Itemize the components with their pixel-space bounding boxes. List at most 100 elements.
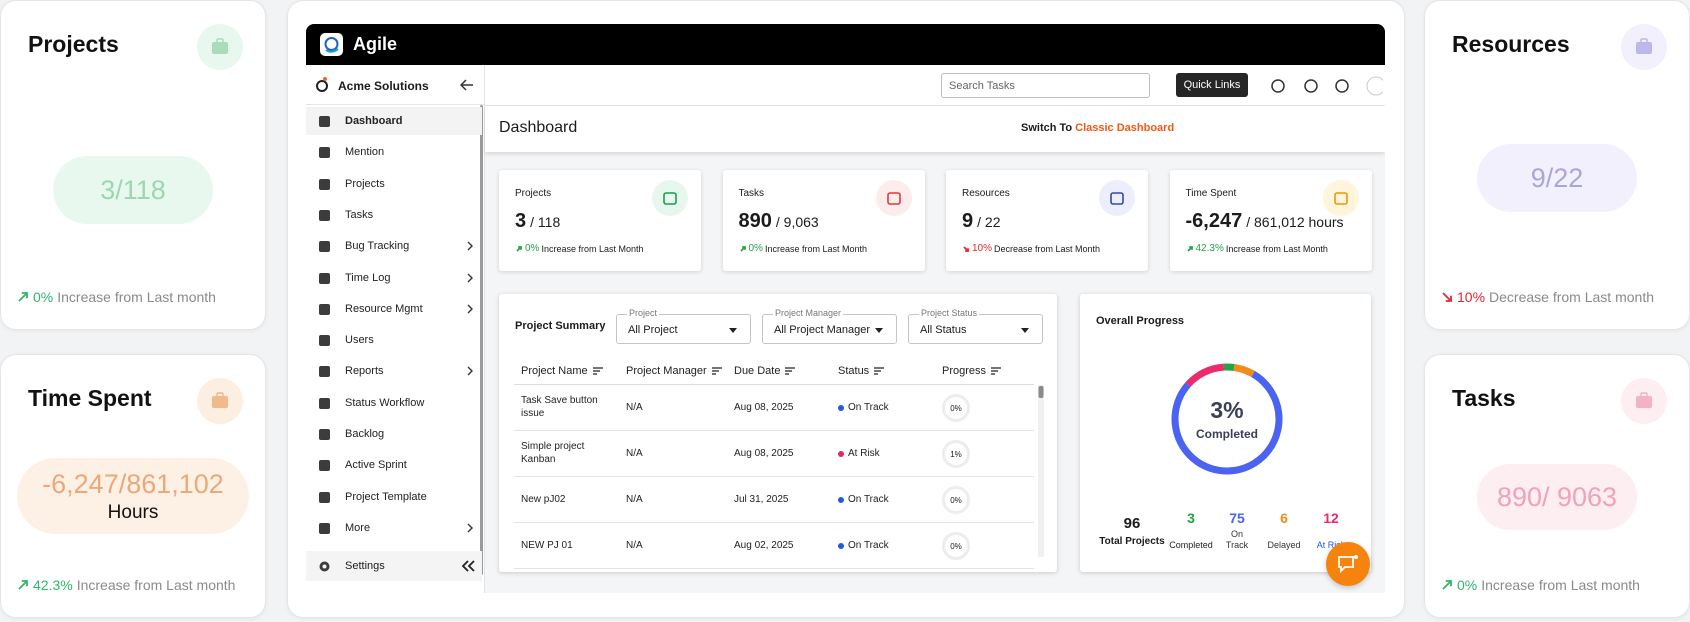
nav-icon — [319, 303, 330, 315]
nav-item[interactable]: Active Sprint — [306, 451, 482, 479]
progress-label: 0% — [950, 541, 962, 551]
quick-links-button[interactable]: Quick Links — [1176, 73, 1248, 97]
sort-icon — [711, 367, 722, 375]
nav-item[interactable]: Time Log — [306, 264, 482, 292]
donut-label: Completed — [1195, 427, 1258, 441]
tile-change-value: 0% — [748, 243, 763, 254]
tile-change-note: Increase from Last Month — [541, 243, 644, 254]
toolbar-icon — [1271, 79, 1285, 93]
arrow-down — [963, 245, 969, 252]
filter-select[interactable]: Project Status All Status — [908, 308, 1043, 344]
tile-value-row: 9/ 22 — [962, 210, 1000, 233]
table-row: Simple project Kanban N/A Aug 08, 2025 At R… — [514, 431, 1034, 477]
settings-item[interactable]: Settings — [306, 551, 482, 581]
value-pill: 9/22 — [1477, 144, 1637, 212]
cell-manager: N/A — [626, 402, 643, 413]
cell-manager: N/A — [626, 540, 643, 551]
status-dot — [838, 404, 844, 411]
nav-item[interactable]: Project Template — [306, 483, 482, 511]
sort-icon — [991, 367, 1002, 375]
switch-label: Switch To — [1021, 122, 1073, 134]
change-value: 42.3% — [33, 577, 73, 593]
column-header: Project Manager — [626, 365, 722, 377]
tile-title: Resources — [962, 188, 1010, 199]
nav-item[interactable]: Projects — [306, 170, 482, 198]
donut-segment — [1171, 363, 1283, 475]
org-logo — [316, 77, 328, 92]
nav-item[interactable]: Tasks — [306, 201, 482, 229]
nav-icon — [319, 491, 330, 503]
nav-item[interactable]: Backlog — [306, 420, 482, 448]
tile-change-note: Increase from Last Month — [1225, 243, 1328, 254]
switch-link[interactable]: Classic Dashboard — [1075, 122, 1175, 134]
page-title: Dashboard — [499, 119, 578, 136]
search-input[interactable]: Search Tasks — [941, 73, 1150, 98]
column-label: Due Date — [734, 365, 781, 377]
tile-title: Time Spent — [1185, 188, 1237, 199]
nav-item[interactable]: More — [306, 514, 482, 542]
chat-button[interactable] — [1326, 542, 1370, 586]
app-header: Agile — [306, 24, 1385, 65]
status-label: At Risk — [848, 448, 880, 459]
cell-progress: 0% — [942, 532, 970, 560]
nav-item[interactable]: Status Workflow — [306, 389, 482, 417]
nav-item[interactable]: Users — [306, 326, 482, 354]
breakdown-value: 3 — [1187, 510, 1195, 526]
arrow-up — [1442, 580, 1452, 590]
cell-manager: N/A — [626, 494, 643, 505]
tile-change: 42.3% Increase from Last Month — [1186, 243, 1328, 254]
card-footer: 0% Increase from Last month — [1441, 577, 1640, 593]
total-label: Total Projects — [1099, 536, 1165, 547]
tile-icon — [1322, 180, 1359, 216]
cell-status: On Track — [838, 539, 889, 552]
total-value: 96 — [1123, 515, 1141, 532]
stat-tile: Resources 9/ 22 10% Decrease from Last Mont… — [946, 170, 1148, 271]
stat-card: Time Spent -6,247/861,102 Hours 42.3% Increa… — [0, 354, 266, 618]
cell-due: Aug 02, 2025 — [734, 540, 794, 551]
progress-label: 0% — [950, 403, 962, 413]
tile-change-note: Increase from Last Month — [764, 243, 867, 254]
arrow-up — [18, 580, 28, 590]
nav-item[interactable]: Dashboard — [306, 107, 482, 135]
nav-item[interactable]: Reports — [306, 357, 482, 385]
value-pill: 3/118 — [53, 156, 213, 224]
app-window: Agile Acme Solutions Dashboard Mention Proje… — [306, 24, 1385, 593]
card-icon — [197, 24, 243, 70]
nav-icon — [319, 522, 330, 534]
change-value: 0% — [1457, 577, 1478, 593]
card-title: Time Spent — [28, 385, 152, 411]
chevron — [467, 241, 473, 251]
arrow-up — [739, 245, 746, 252]
icon — [1110, 192, 1124, 205]
filter-label: Project Status — [919, 308, 980, 318]
donut — [1171, 363, 1283, 475]
nav-label: Reports — [345, 365, 384, 378]
nav-label: Project Template — [345, 490, 427, 503]
sort-icon — [785, 367, 796, 375]
nav-item[interactable]: Bug Tracking — [306, 232, 482, 260]
chevron — [467, 366, 473, 376]
tile-change-value: 10% — [972, 243, 993, 254]
column-label: Project Manager — [626, 365, 707, 377]
card-title: Projects — [28, 31, 119, 57]
filter-select[interactable]: Project Manager All Project Manager — [762, 308, 897, 344]
org-row: Acme Solutions — [306, 65, 485, 105]
nav-label: Users — [345, 334, 374, 347]
breakdown-value: 75 — [1229, 510, 1245, 526]
card-value: -6,247/861,102 — [42, 468, 224, 499]
nav-icon — [319, 178, 330, 190]
nav-item[interactable]: Mention — [306, 138, 482, 166]
tile-total: / 861,012 hours — [1246, 214, 1344, 230]
nav-icon — [319, 366, 330, 378]
tile-change: 0% Increase from Last Month — [739, 243, 867, 254]
column-header: Due Date — [734, 365, 796, 377]
icon — [663, 192, 677, 205]
status-label: On Track — [848, 540, 889, 551]
filter-value: All Project Manager — [774, 324, 870, 336]
tile-change-value: 0% — [525, 243, 540, 254]
dropdown-caret — [1021, 328, 1029, 333]
sidebar: Acme Solutions Dashboard Mention Projects Ta… — [306, 65, 485, 593]
filter-select[interactable]: Project All Project — [616, 308, 751, 344]
stat-tile: Tasks 890/ 9,063 0% Increase from Last Mont… — [722, 170, 925, 271]
nav-item[interactable]: Resource Mgmt — [306, 295, 482, 323]
